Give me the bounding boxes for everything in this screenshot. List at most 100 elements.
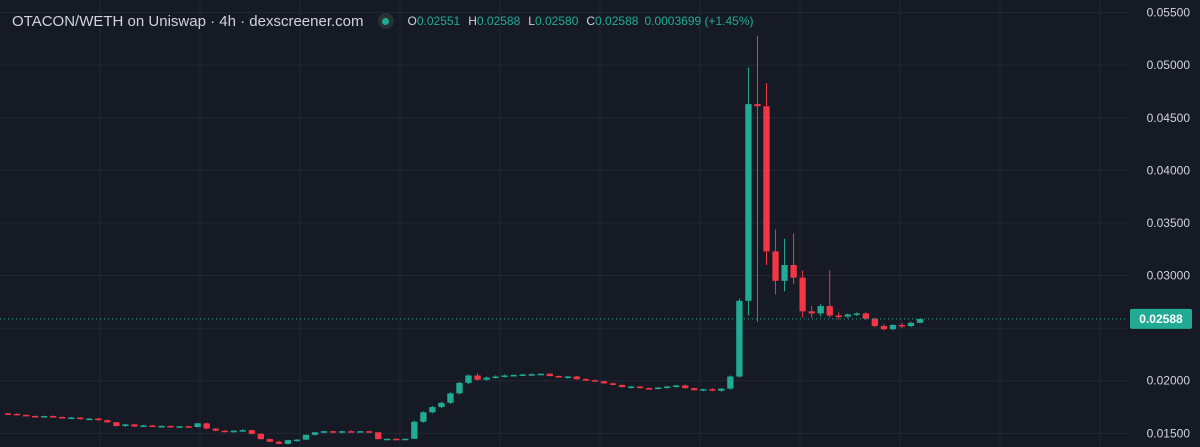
candle — [573, 376, 581, 380]
candle-body — [456, 382, 463, 394]
candle-body — [772, 251, 779, 281]
candle — [59, 416, 66, 419]
candle-body — [754, 104, 761, 107]
candle-body — [257, 433, 264, 440]
candle-body — [311, 432, 319, 435]
candle-body — [248, 430, 255, 434]
candle-body — [817, 306, 824, 314]
candle — [420, 411, 427, 423]
candle-body — [627, 386, 635, 389]
low-value: 0.02580 — [534, 14, 579, 28]
candle-body — [320, 431, 328, 433]
candle-body — [59, 417, 66, 419]
y-tick-label: 0.05000 — [1147, 58, 1191, 72]
candle-body — [293, 439, 301, 442]
candle — [411, 420, 418, 440]
candle — [546, 373, 553, 377]
candle — [429, 405, 436, 414]
candle — [221, 430, 228, 433]
candle-body — [654, 387, 662, 390]
candle-body — [131, 424, 138, 427]
candle — [799, 270, 806, 318]
candle-body — [122, 424, 129, 426]
candle — [456, 381, 463, 395]
candle — [492, 375, 499, 379]
candle — [582, 378, 590, 381]
candle-body — [167, 425, 174, 428]
candle-body — [40, 416, 48, 418]
candle — [158, 425, 165, 428]
ohlc-readout: O 0.02551 H 0.02588 L 0.02580 C 0.02588 0.00… — [408, 14, 754, 28]
candle — [438, 401, 445, 409]
candle — [311, 431, 319, 436]
candle — [366, 430, 373, 433]
candle-body — [618, 384, 626, 388]
candle — [40, 415, 48, 418]
candle-body — [13, 413, 21, 416]
y-tick-label: 0.04500 — [1147, 111, 1191, 125]
candle — [465, 374, 472, 384]
candle-body — [573, 376, 581, 380]
candle — [338, 430, 346, 434]
candle — [113, 421, 120, 427]
market-status-icon[interactable] — [377, 13, 394, 29]
candle — [645, 387, 653, 390]
candle — [609, 382, 617, 386]
candle — [600, 380, 608, 384]
candle — [537, 373, 544, 376]
candle-body — [709, 389, 716, 391]
candle-body — [763, 106, 770, 252]
candle-body — [176, 426, 183, 428]
candle-body — [86, 418, 93, 421]
candle — [104, 419, 111, 423]
candle — [682, 384, 689, 389]
candle — [808, 306, 815, 318]
candle-body — [862, 313, 869, 319]
candle — [49, 415, 57, 418]
candle-body — [393, 438, 400, 441]
candle — [853, 312, 860, 317]
candle-body — [194, 423, 201, 428]
price-axis[interactable]: 0.05500 0.05000 0.04500 0.04000 0.03500 0.030… — [1147, 6, 1191, 441]
y-tick-label: 0.01500 — [1147, 426, 1191, 440]
candle — [781, 238, 788, 292]
candle-body — [329, 431, 337, 433]
candle — [826, 270, 833, 318]
candle — [122, 423, 129, 427]
candle-body — [483, 377, 490, 380]
candle-body — [591, 380, 599, 382]
candle-body — [22, 414, 30, 417]
candle-body — [149, 425, 156, 427]
candle — [167, 425, 174, 428]
candle — [636, 385, 644, 389]
open-label: O — [407, 14, 417, 28]
candle-body — [781, 265, 788, 281]
high-value: 0.02588 — [476, 14, 521, 28]
candle — [889, 323, 897, 331]
chart-legend-header: OTACON/WETH on Uniswap · 4h · dexscreene… — [12, 10, 754, 32]
candle — [447, 392, 454, 404]
candle — [654, 387, 662, 390]
candle — [384, 438, 391, 441]
candle — [275, 440, 283, 445]
current-price-tag-bg — [1130, 308, 1192, 329]
candle-body — [700, 389, 707, 391]
chart-title: OTACON/WETH on Uniswap · 4h · dexscreene… — [12, 12, 364, 30]
candle — [95, 418, 102, 421]
candle-body — [907, 322, 915, 327]
candle-body — [636, 386, 644, 389]
candle-body — [799, 277, 806, 312]
candle — [501, 374, 508, 378]
candle — [320, 430, 328, 434]
candle — [772, 229, 779, 295]
candle — [519, 373, 526, 377]
candle-body — [510, 374, 517, 377]
candle-body — [158, 425, 165, 428]
candle — [555, 375, 562, 378]
candle — [329, 430, 337, 433]
candle-body — [366, 431, 373, 433]
candle — [510, 374, 517, 377]
candle-body — [519, 374, 526, 376]
candle-body — [212, 428, 219, 431]
